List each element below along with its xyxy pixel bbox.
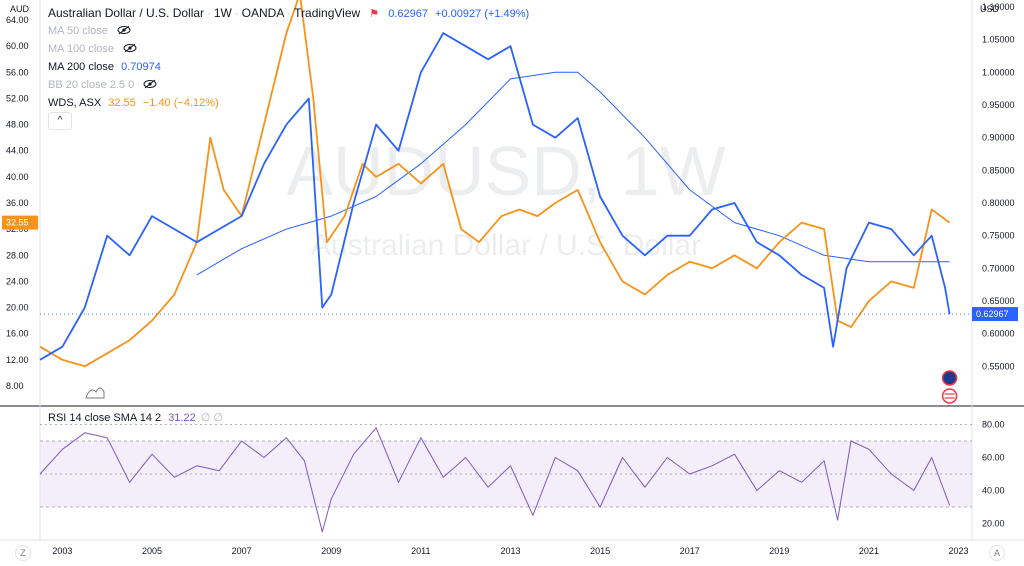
right-currency-label: USD [980,4,1000,14]
time-tick-label: 2023 [949,546,969,556]
symbol-title[interactable]: Australian Dollar / U.S. Dollar [48,6,205,20]
price-change: +0.00927 (+1.49%) [435,8,530,20]
right-tick-label: 1.10000 [982,2,1015,12]
left-tick-label: 16.00 [6,329,29,339]
audusd-line [39,32,951,361]
ma100-label: MA 100 close [48,43,115,55]
right-tick-label: 0.70000 [982,263,1015,273]
rsi-tick-label: 20.00 [982,519,1005,529]
indicator-ma100[interactable]: MA 100 close [48,40,529,58]
bb-label: BB 20 close 2.5 0 [48,79,135,91]
time-tick-label: 2011 [411,546,430,556]
us-flag-icon[interactable] [941,388,958,404]
left-tick-label: 56.00 [6,67,29,77]
left-tick-label: 64.00 [6,15,29,25]
au-flag-icon[interactable] [941,370,958,386]
price-label-box [972,307,1018,322]
flag-icon[interactable]: ⚑ [369,8,380,20]
right-tick-label: 0.95000 [982,100,1015,110]
left-tick-label: 48.00 [6,120,29,130]
rsi-label: RSI 14 close SMA 14 2 [48,412,162,424]
time-tick-label: 2021 [859,546,879,556]
ma50-label: MA 50 close [48,25,108,37]
watermark-symbol: AUDUSD, 1W [286,132,725,210]
rsi-legend[interactable]: RSI 14 close SMA 14 2 31.22 ∅ ∅ [48,411,223,424]
compare-change: −1.40 (−4.12%) [142,97,219,109]
right-tick-label: 0.60000 [982,329,1015,339]
left-tick-label: 60.00 [6,41,29,51]
chart-legend: Australian Dollar / U.S. Dollar · 1W · O… [48,4,529,112]
rsi-tick-label: 40.00 [982,486,1005,496]
compare-symbol[interactable]: WDS, ASX 32.55 −1.40 (−4.12%) [48,94,529,112]
compare-value: 32.55 [108,97,136,109]
watermark-description: Australian Dollar / U.S. Dollar [311,229,701,262]
timezone-z-button[interactable]: Z [15,545,31,561]
left-tick-label: 24.00 [6,276,29,286]
right-tick-label: 0.90000 [982,133,1015,143]
hidden-eye-icon[interactable] [117,25,131,35]
rsi-line [39,427,951,533]
wds-axis-label: 32.55 [6,218,29,228]
ma200-value: 0.70974 [121,61,161,73]
wds-line [39,0,951,368]
time-tick-label: 2019 [769,546,789,556]
left-tick-label: 44.00 [6,146,29,156]
rsi-tick-label: 60.00 [982,453,1005,463]
time-tick-label: 2017 [680,546,700,556]
right-tick-label: 0.85000 [982,165,1015,175]
time-tick-label: 2005 [142,546,162,556]
hidden-eye-icon[interactable] [143,79,157,89]
interval-label[interactable]: 1W [213,6,232,20]
wds-label-box [2,215,38,230]
compare-label: WDS, ASX [48,97,102,109]
rsi-tick-label: 80.00 [982,420,1005,430]
hidden-eye-icon[interactable] [123,43,137,53]
left-tick-label: 36.00 [6,198,29,208]
last-price: 0.62967 [388,8,428,20]
right-tick-label: 0.75000 [982,231,1015,241]
time-tick-label: 2003 [52,546,72,556]
right-tick-label: 0.55000 [982,361,1015,371]
left-currency-label: AUD [10,4,30,14]
collapse-legend-button[interactable]: ^ [48,112,72,130]
indicator-bb[interactable]: BB 20 close 2.5 0 [48,76,529,94]
right-tick-label: 1.00000 [982,67,1015,77]
indicator-ma200[interactable]: MA 200 close 0.70974 [48,58,529,76]
price-axis-label: 0.62967 [976,309,1009,319]
ma200-label: MA 200 close [48,61,115,73]
time-tick-label: 2015 [590,546,610,556]
exchange-label: OANDA [241,6,285,20]
right-tick-label: 0.80000 [982,198,1015,208]
time-tick-label: 2009 [321,546,341,556]
time-tick-label: 2007 [232,546,252,556]
left-tick-label: 40.00 [6,172,29,182]
left-tick-label: 12.00 [6,355,29,365]
platform-label: TradingView [294,6,361,20]
ma200-line [196,71,950,276]
left-tick-label: 52.00 [6,93,29,103]
right-tick-label: 0.65000 [982,296,1015,306]
left-tick-label: 28.00 [6,250,29,260]
time-tick-label: 2013 [500,546,520,556]
indicator-ma50[interactable]: MA 50 close [48,22,529,40]
auto-scale-button[interactable]: A [989,545,1005,561]
right-tick-label: 1.05000 [982,35,1015,45]
tradingview-logo-icon [85,387,105,399]
rsi-value: 31.22 [168,412,196,424]
left-tick-label: 8.00 [6,381,24,391]
rsi-extra: ∅ ∅ [200,412,224,424]
left-tick-label: 20.00 [6,303,29,313]
